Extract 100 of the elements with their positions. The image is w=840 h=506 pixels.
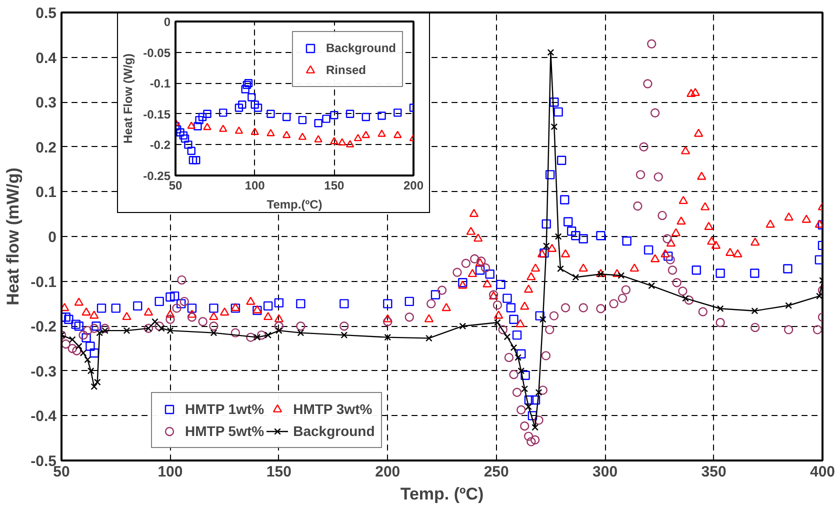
- point: [554, 233, 562, 240]
- point: [362, 130, 370, 138]
- point: [238, 100, 246, 109]
- y-tick-label: -0.1: [150, 76, 171, 91]
- point: [322, 114, 330, 123]
- point: [84, 356, 92, 364]
- point: [384, 334, 392, 341]
- y-tick-label: -0.05: [143, 46, 171, 60]
- point: [75, 342, 82, 350]
- point: [535, 388, 542, 396]
- point: [203, 122, 212, 130]
- x-tick-label: 350: [701, 464, 726, 480]
- point: [504, 333, 511, 340]
- point: [550, 123, 558, 130]
- y-tick-label: -0.15: [143, 107, 171, 122]
- point: [314, 135, 322, 142]
- point: [785, 302, 792, 309]
- point: [195, 116, 204, 124]
- point: [716, 305, 724, 312]
- point: [254, 104, 262, 112]
- point: [282, 112, 291, 122]
- point: [152, 318, 158, 326]
- point: [518, 367, 525, 374]
- x-tick-label: 150: [266, 464, 292, 480]
- point: [298, 132, 307, 140]
- point: [547, 48, 554, 56]
- point: [297, 329, 304, 336]
- point: [330, 136, 338, 144]
- point: [338, 138, 346, 146]
- point: [248, 93, 256, 102]
- legend-label: HMTP 5wt%: [185, 423, 264, 439]
- y-tick-label: 0.2: [36, 139, 57, 156]
- legend-label: HMTP 3wt%: [293, 401, 372, 417]
- point: [192, 156, 200, 164]
- point: [234, 104, 244, 112]
- point: [264, 332, 272, 338]
- point: [266, 110, 275, 118]
- point: [210, 329, 218, 336]
- point: [751, 307, 758, 314]
- point: [68, 336, 76, 343]
- x-tick-label: 100: [158, 464, 183, 480]
- point: [282, 130, 291, 138]
- point: [254, 334, 261, 341]
- point: [219, 124, 228, 132]
- y-tick-label: 0.4: [36, 50, 58, 67]
- y-tick-label: -0.25: [143, 169, 171, 183]
- point: [187, 122, 196, 129]
- x-axis-title: Temp. (ºC): [400, 484, 484, 504]
- x-tick-label: 200: [375, 464, 400, 480]
- x-tick-label: 250: [484, 464, 509, 480]
- point: [378, 130, 386, 137]
- x-tick-label: 150: [324, 178, 345, 192]
- point: [572, 274, 580, 281]
- y-axis-title: Heat flow (mW/g): [4, 168, 23, 306]
- point: [354, 134, 362, 142]
- point: [203, 110, 212, 118]
- y-tick-label: 0: [48, 229, 56, 246]
- y-tick-label: 0.1: [36, 184, 57, 202]
- point: [378, 112, 386, 120]
- point: [525, 403, 532, 410]
- point: [276, 327, 282, 334]
- y-tick-label: -0.3: [30, 363, 57, 380]
- point: [459, 322, 466, 330]
- point: [648, 282, 656, 290]
- point: [180, 134, 190, 143]
- point: [532, 424, 538, 431]
- legend-label: Background: [293, 423, 375, 439]
- x-tick-label: 100: [244, 178, 266, 192]
- point: [123, 327, 130, 334]
- point: [242, 80, 251, 90]
- point: [426, 334, 432, 342]
- point: [234, 126, 244, 134]
- point: [394, 108, 402, 117]
- y-axis-title: Heat Flow (W/g): [121, 53, 136, 144]
- y-tick-label: 0.3: [36, 94, 57, 112]
- point: [90, 383, 98, 390]
- legend-label: Background: [326, 41, 396, 55]
- point: [521, 385, 528, 392]
- point: [346, 110, 354, 118]
- point: [346, 140, 354, 148]
- point: [514, 354, 522, 361]
- x-tick-label: 50: [168, 178, 182, 192]
- point: [241, 85, 250, 94]
- x-tick-label: 400: [810, 464, 836, 480]
- point: [219, 108, 228, 117]
- point: [250, 100, 259, 109]
- point: [557, 265, 564, 272]
- point: [682, 294, 689, 302]
- point: [542, 242, 550, 250]
- y-tick-label: -0.2: [30, 318, 57, 336]
- point: [510, 344, 518, 352]
- point: [314, 119, 322, 128]
- y-tick-label: -0.2: [150, 138, 171, 152]
- y-tick-label: 0: [164, 15, 171, 29]
- y-tick-label: -0.4: [30, 408, 58, 426]
- point: [250, 128, 259, 135]
- point: [80, 350, 87, 356]
- point: [158, 324, 165, 332]
- point: [187, 146, 196, 155]
- point: [244, 79, 253, 88]
